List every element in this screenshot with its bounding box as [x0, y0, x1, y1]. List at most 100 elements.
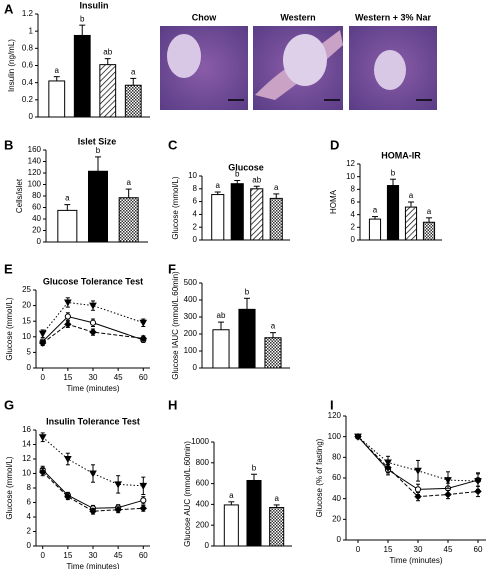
marker [64, 492, 72, 501]
x-tick-label: 30 [414, 545, 423, 554]
bar [269, 507, 285, 547]
y-tick-label: 5 [27, 348, 32, 357]
marker [89, 319, 97, 326]
y-tick-label: 8 [27, 483, 32, 492]
y-tick-label: 200 [184, 329, 198, 338]
bar [230, 183, 244, 241]
bar [124, 84, 142, 118]
bar [57, 209, 78, 243]
y-axis-label: HOMA [329, 189, 338, 214]
y-tick-label: 1000 [191, 437, 209, 446]
y-tick-label: 0 [351, 235, 356, 244]
marker [444, 477, 452, 485]
line [42, 323, 144, 344]
panel-label: D [330, 137, 339, 152]
x-tick-label: 45 [114, 373, 123, 382]
y-axis-label: Cells/islet [15, 178, 24, 213]
y-tick-label: 10 [22, 332, 31, 341]
y-tick-label: 2 [27, 527, 32, 536]
significance-letter: a [271, 322, 276, 331]
y-tick-label: 120 [28, 168, 42, 177]
y-tick-label: 800 [196, 458, 210, 467]
y-tick-label: 6 [193, 197, 198, 206]
x-tick-label: 30 [89, 551, 98, 560]
y-tick-label: 6 [27, 498, 32, 507]
panel: I Glucose (% of fasting) 0 20 40 60 80 100 120 0 1… [315, 397, 486, 565]
y-tick-label: 6 [351, 197, 356, 206]
image-label: Western [280, 12, 315, 22]
marker [64, 456, 72, 464]
marker [114, 481, 122, 489]
y-tick-label: 14 [22, 440, 31, 449]
x-tick-label: 60 [139, 551, 148, 560]
y-tick-label: 200 [196, 520, 210, 529]
bar [212, 329, 230, 369]
bar [223, 504, 239, 547]
significance-letter: ab [217, 311, 226, 320]
y-axis-label: Glucose (mmol/L) [171, 176, 180, 239]
significance-letter: a [65, 194, 70, 203]
x-tick-label: 60 [139, 373, 148, 382]
y-tick-label: 2 [193, 222, 198, 231]
panel-label: C [168, 137, 178, 152]
y-tick-label: 0 [27, 541, 32, 550]
significance-letter: a [427, 207, 432, 216]
y-tick-label: 25 [22, 285, 31, 294]
y-tick-label: 20 [332, 514, 341, 523]
y-tick-label: 10 [346, 172, 355, 181]
bar [250, 188, 264, 241]
marker [414, 486, 422, 493]
histology-western [253, 26, 343, 110]
significance-letter: a [131, 67, 136, 76]
y-tick-label: 0.8 [22, 43, 34, 52]
y-tick-label: 140 [28, 157, 42, 166]
chart-title: Islet Size [78, 136, 117, 146]
bar [211, 194, 225, 241]
chart-title: Insulin Tolerance Test [46, 416, 140, 426]
panel-label: G [4, 397, 14, 412]
y-tick-label: 0.6 [22, 61, 34, 70]
y-axis-label: Glucose AUC (mmol/L.60min) [183, 441, 192, 547]
y-tick-label: 15 [22, 316, 31, 325]
panel-label: A [4, 1, 14, 16]
y-tick-label: 4 [193, 210, 198, 219]
marker [384, 463, 392, 472]
y-tick-label: 400 [196, 500, 210, 509]
x-tick-label: 30 [89, 373, 98, 382]
x-tick-label: 0 [356, 545, 361, 554]
marker [414, 492, 422, 501]
y-tick-label: 4 [27, 512, 32, 521]
x-tick-label: 0 [40, 373, 45, 382]
panel: D HOMA-IR HOMA 0 2 4 6 8 10 12 a b a a [329, 137, 442, 244]
y-tick-label: 0 [193, 235, 198, 244]
panel-label: F [168, 261, 176, 276]
bar [73, 34, 91, 118]
y-tick-label: 8 [193, 184, 198, 193]
panel-label: H [168, 397, 177, 412]
y-tick-label: 12 [346, 159, 355, 168]
marker [89, 328, 97, 336]
y-tick-label: 1.2 [22, 9, 34, 18]
marker [139, 334, 148, 343]
histology-chow [160, 26, 248, 110]
marker [139, 482, 148, 490]
y-tick-label: 100 [328, 432, 342, 441]
y-tick-label: 8 [351, 184, 356, 193]
y-tick-label: 10 [188, 171, 197, 180]
significance-letter: b [245, 287, 250, 296]
marker [64, 299, 72, 307]
y-axis-label: Glucose (mmol/L) [5, 456, 14, 519]
significance-letter: a [55, 66, 60, 75]
histology-nar [349, 26, 437, 110]
marker [64, 320, 72, 329]
bar [118, 197, 139, 243]
significance-letter: a [126, 178, 131, 187]
line [42, 436, 144, 487]
marker [354, 432, 362, 441]
y-tick-label: 0 [193, 363, 198, 372]
marker [114, 506, 122, 514]
bar [404, 206, 418, 241]
marker [414, 467, 422, 475]
bar [246, 479, 262, 547]
panel: H Glucose AUC (mmol/L.60min) 0 200 400 600 800… [168, 397, 292, 550]
